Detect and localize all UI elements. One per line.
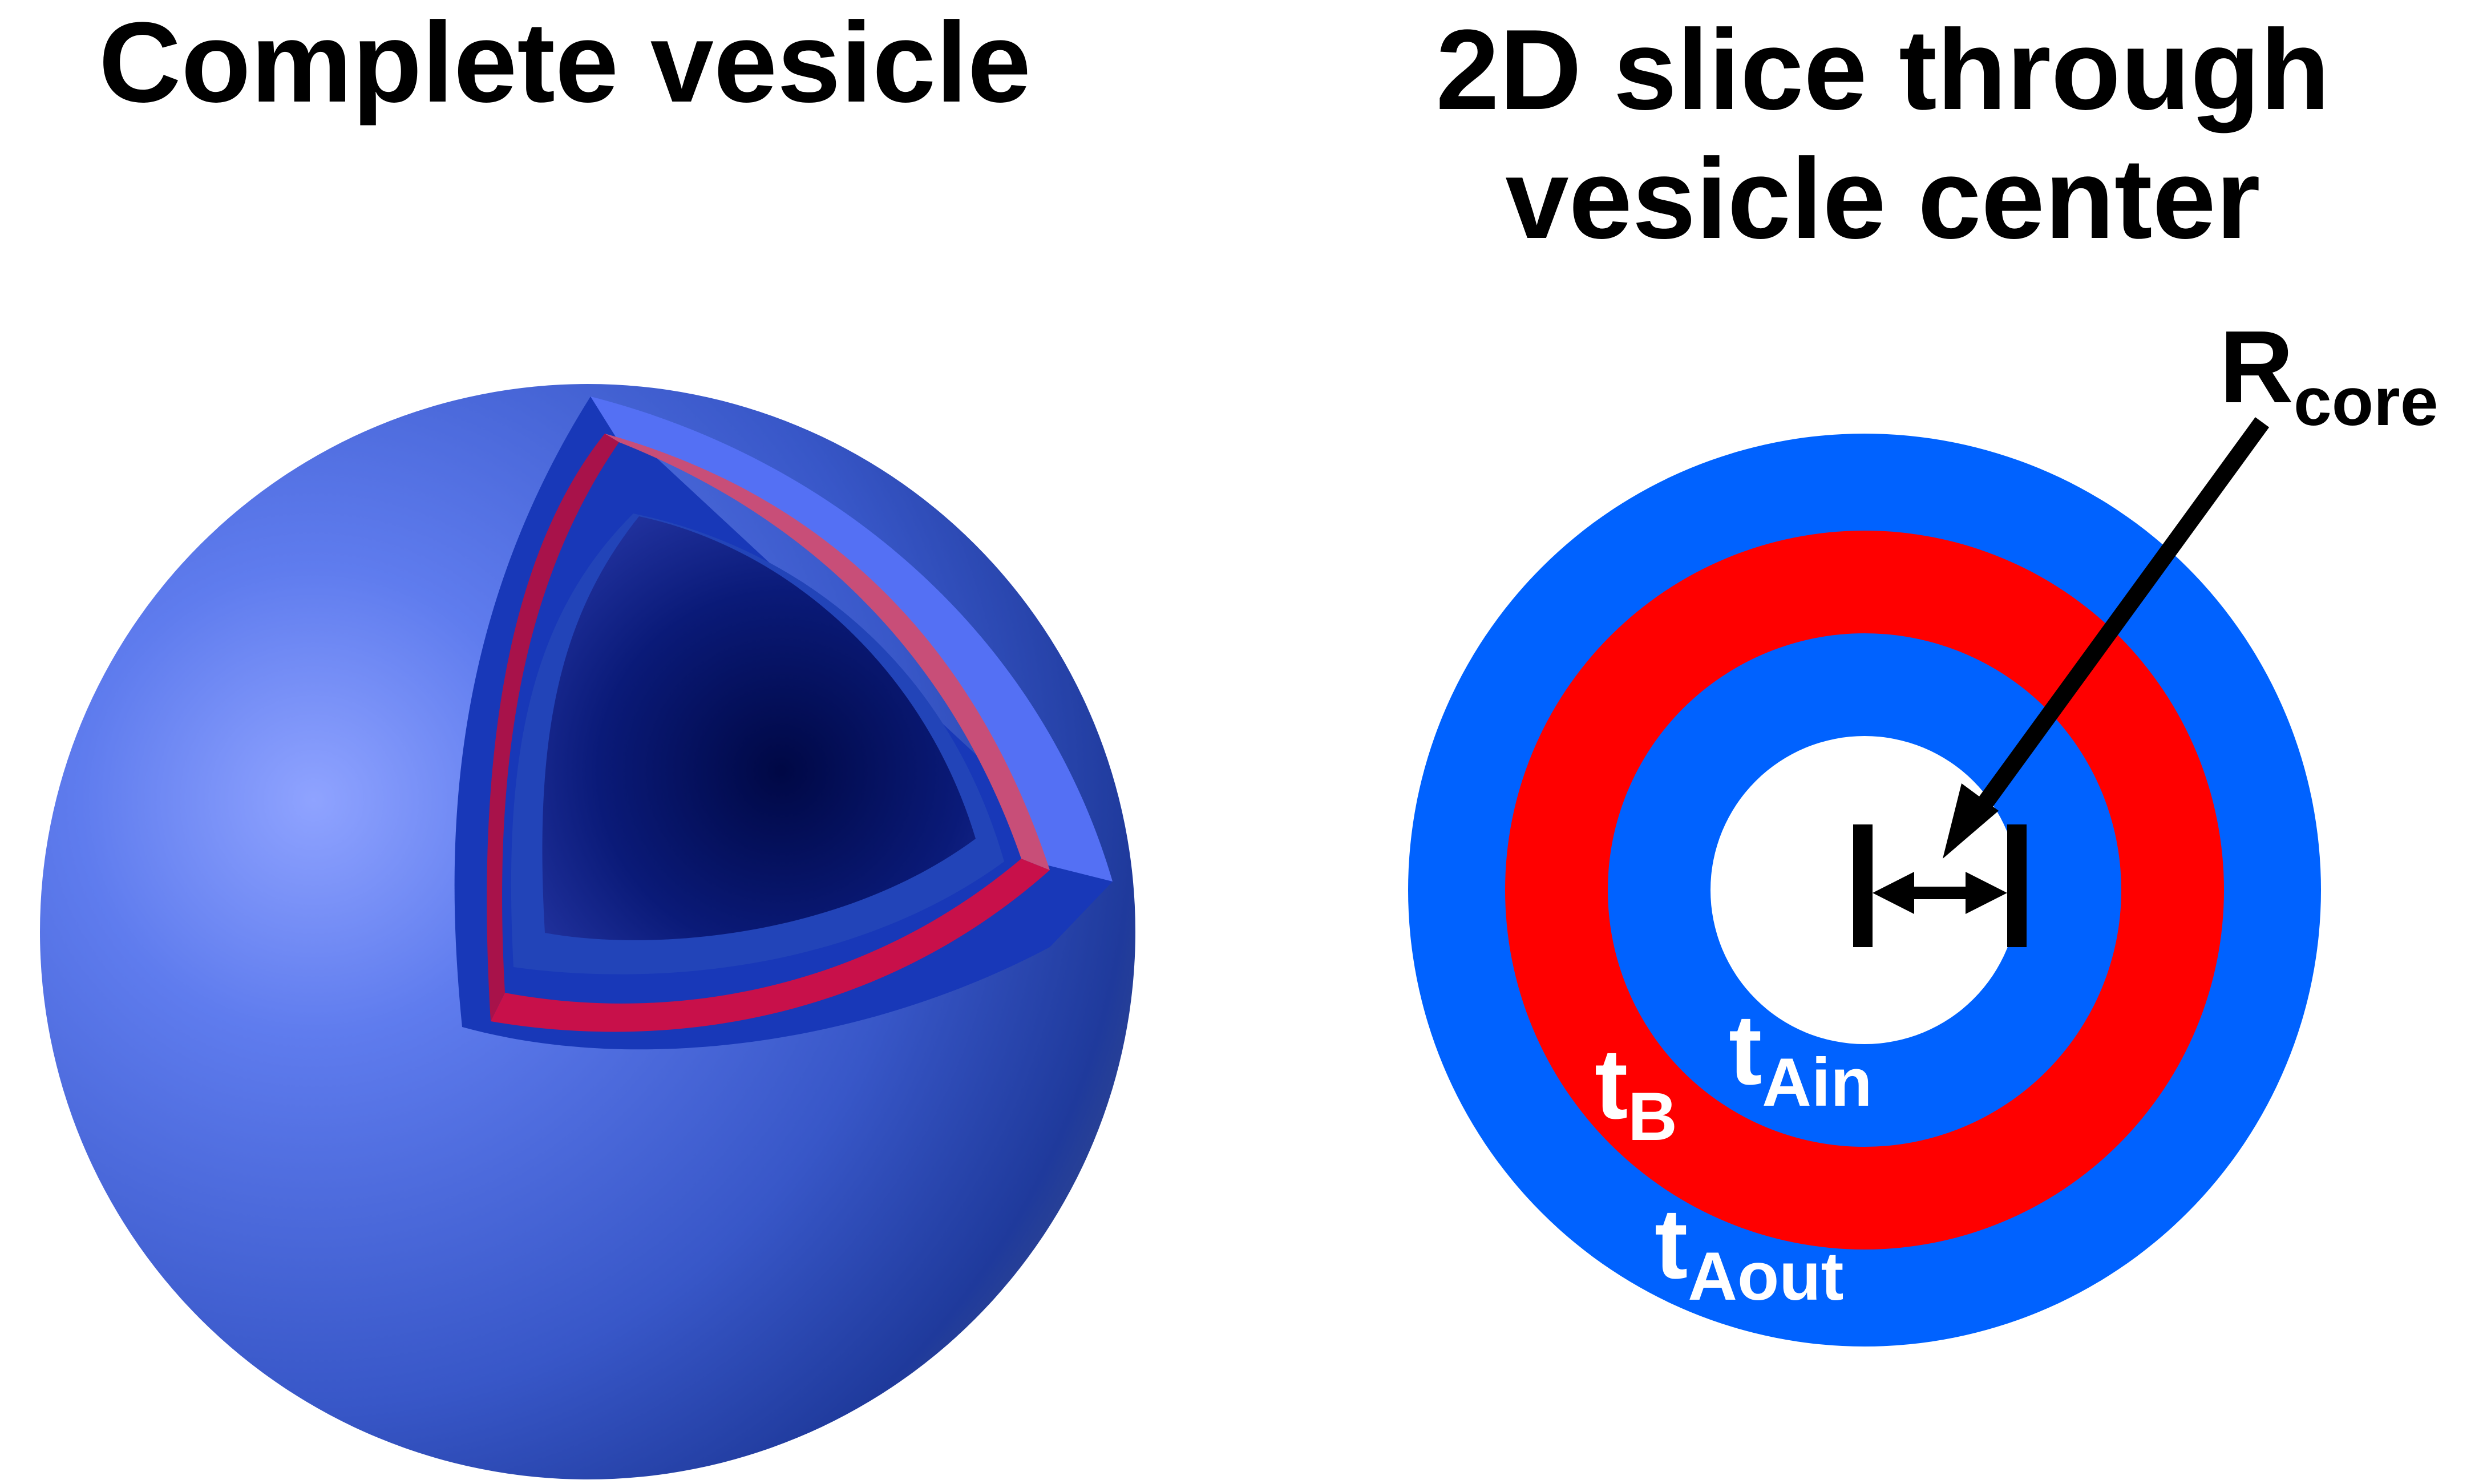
complete-vesicle-title: Complete vesicle <box>98 0 1032 126</box>
slice-title-line1: 2D slice through <box>1435 6 2330 134</box>
r-core-pointer-head <box>1943 783 1999 859</box>
slice-title-line2: vesicle center <box>1505 135 2260 262</box>
t-b-label: tB <box>1595 1029 1677 1155</box>
t-ain-label: tAin <box>1729 994 1873 1121</box>
cutaway-red-band-front <box>491 859 1050 1032</box>
r-core-arrowhead-right <box>1966 872 2007 914</box>
r-core-arrowhead-left <box>1873 872 1914 914</box>
cutaway-core <box>542 516 976 940</box>
cutaway-red-band-left <box>487 434 619 1021</box>
cutaway-top-face <box>591 397 1113 881</box>
slice-title: 2D slice through vesicle center <box>1289 6 2476 264</box>
r-core-label: Rcore <box>2219 310 2438 440</box>
r-core-pointer-shaft <box>1972 417 2270 815</box>
t-aout-label: tAout <box>1655 1188 1844 1315</box>
